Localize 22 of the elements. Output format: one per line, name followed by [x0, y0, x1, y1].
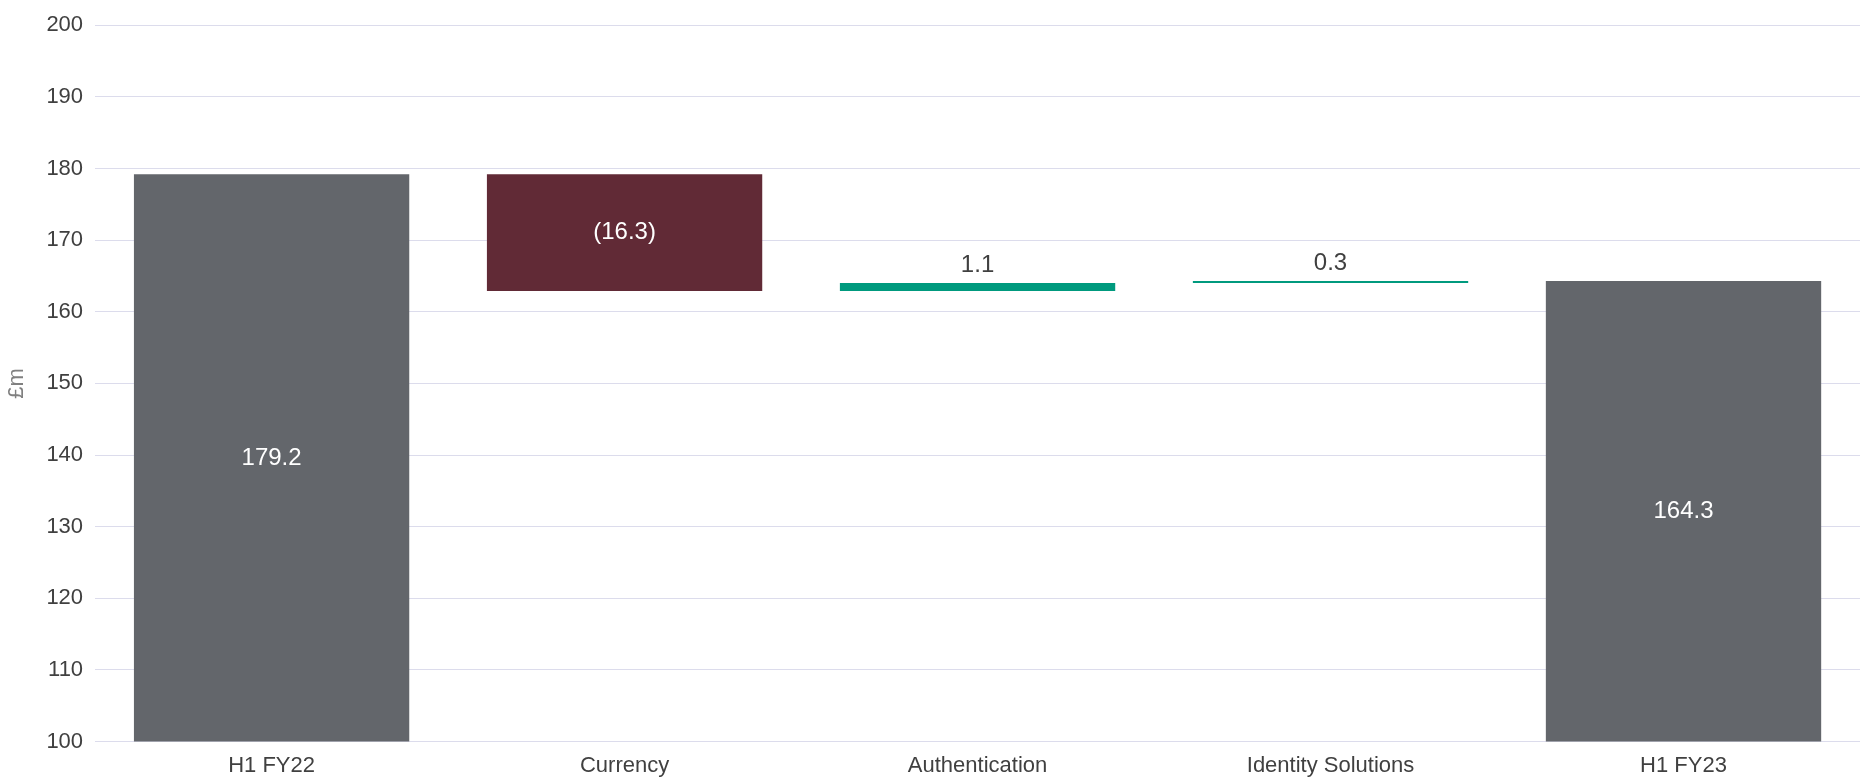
x-tick-label: Authentication [907, 751, 1048, 777]
y-tick-label: 100 [46, 727, 84, 753]
y-tick-label: 180 [46, 154, 84, 180]
y-axis-title: £m [3, 368, 29, 399]
y-tick-label: 160 [46, 297, 84, 323]
y-tick-label: 190 [46, 82, 84, 108]
y-tick-label: 140 [46, 441, 84, 467]
y-tick-label: 150 [46, 369, 84, 395]
x-tick-label: H1 FY23 [1640, 751, 1727, 777]
data-label: 0.3 [1313, 247, 1348, 275]
x-tick-label: Currency [579, 751, 670, 777]
x-tick-label: H1 FY22 [228, 751, 316, 777]
data-label: 1.1 [960, 249, 995, 277]
data-label: 179.2 [241, 442, 302, 470]
data-label: 164.3 [1653, 495, 1714, 523]
y-tick-label: 110 [48, 656, 84, 682]
y-tick-label: 120 [46, 584, 84, 610]
data-label: (16.3) [593, 217, 656, 245]
y-tick-label: 200 [46, 11, 84, 37]
y-tick-label: 170 [46, 226, 84, 252]
x-tick-label: Identity Solutions [1246, 751, 1415, 777]
y-tick-label: 130 [46, 512, 84, 538]
